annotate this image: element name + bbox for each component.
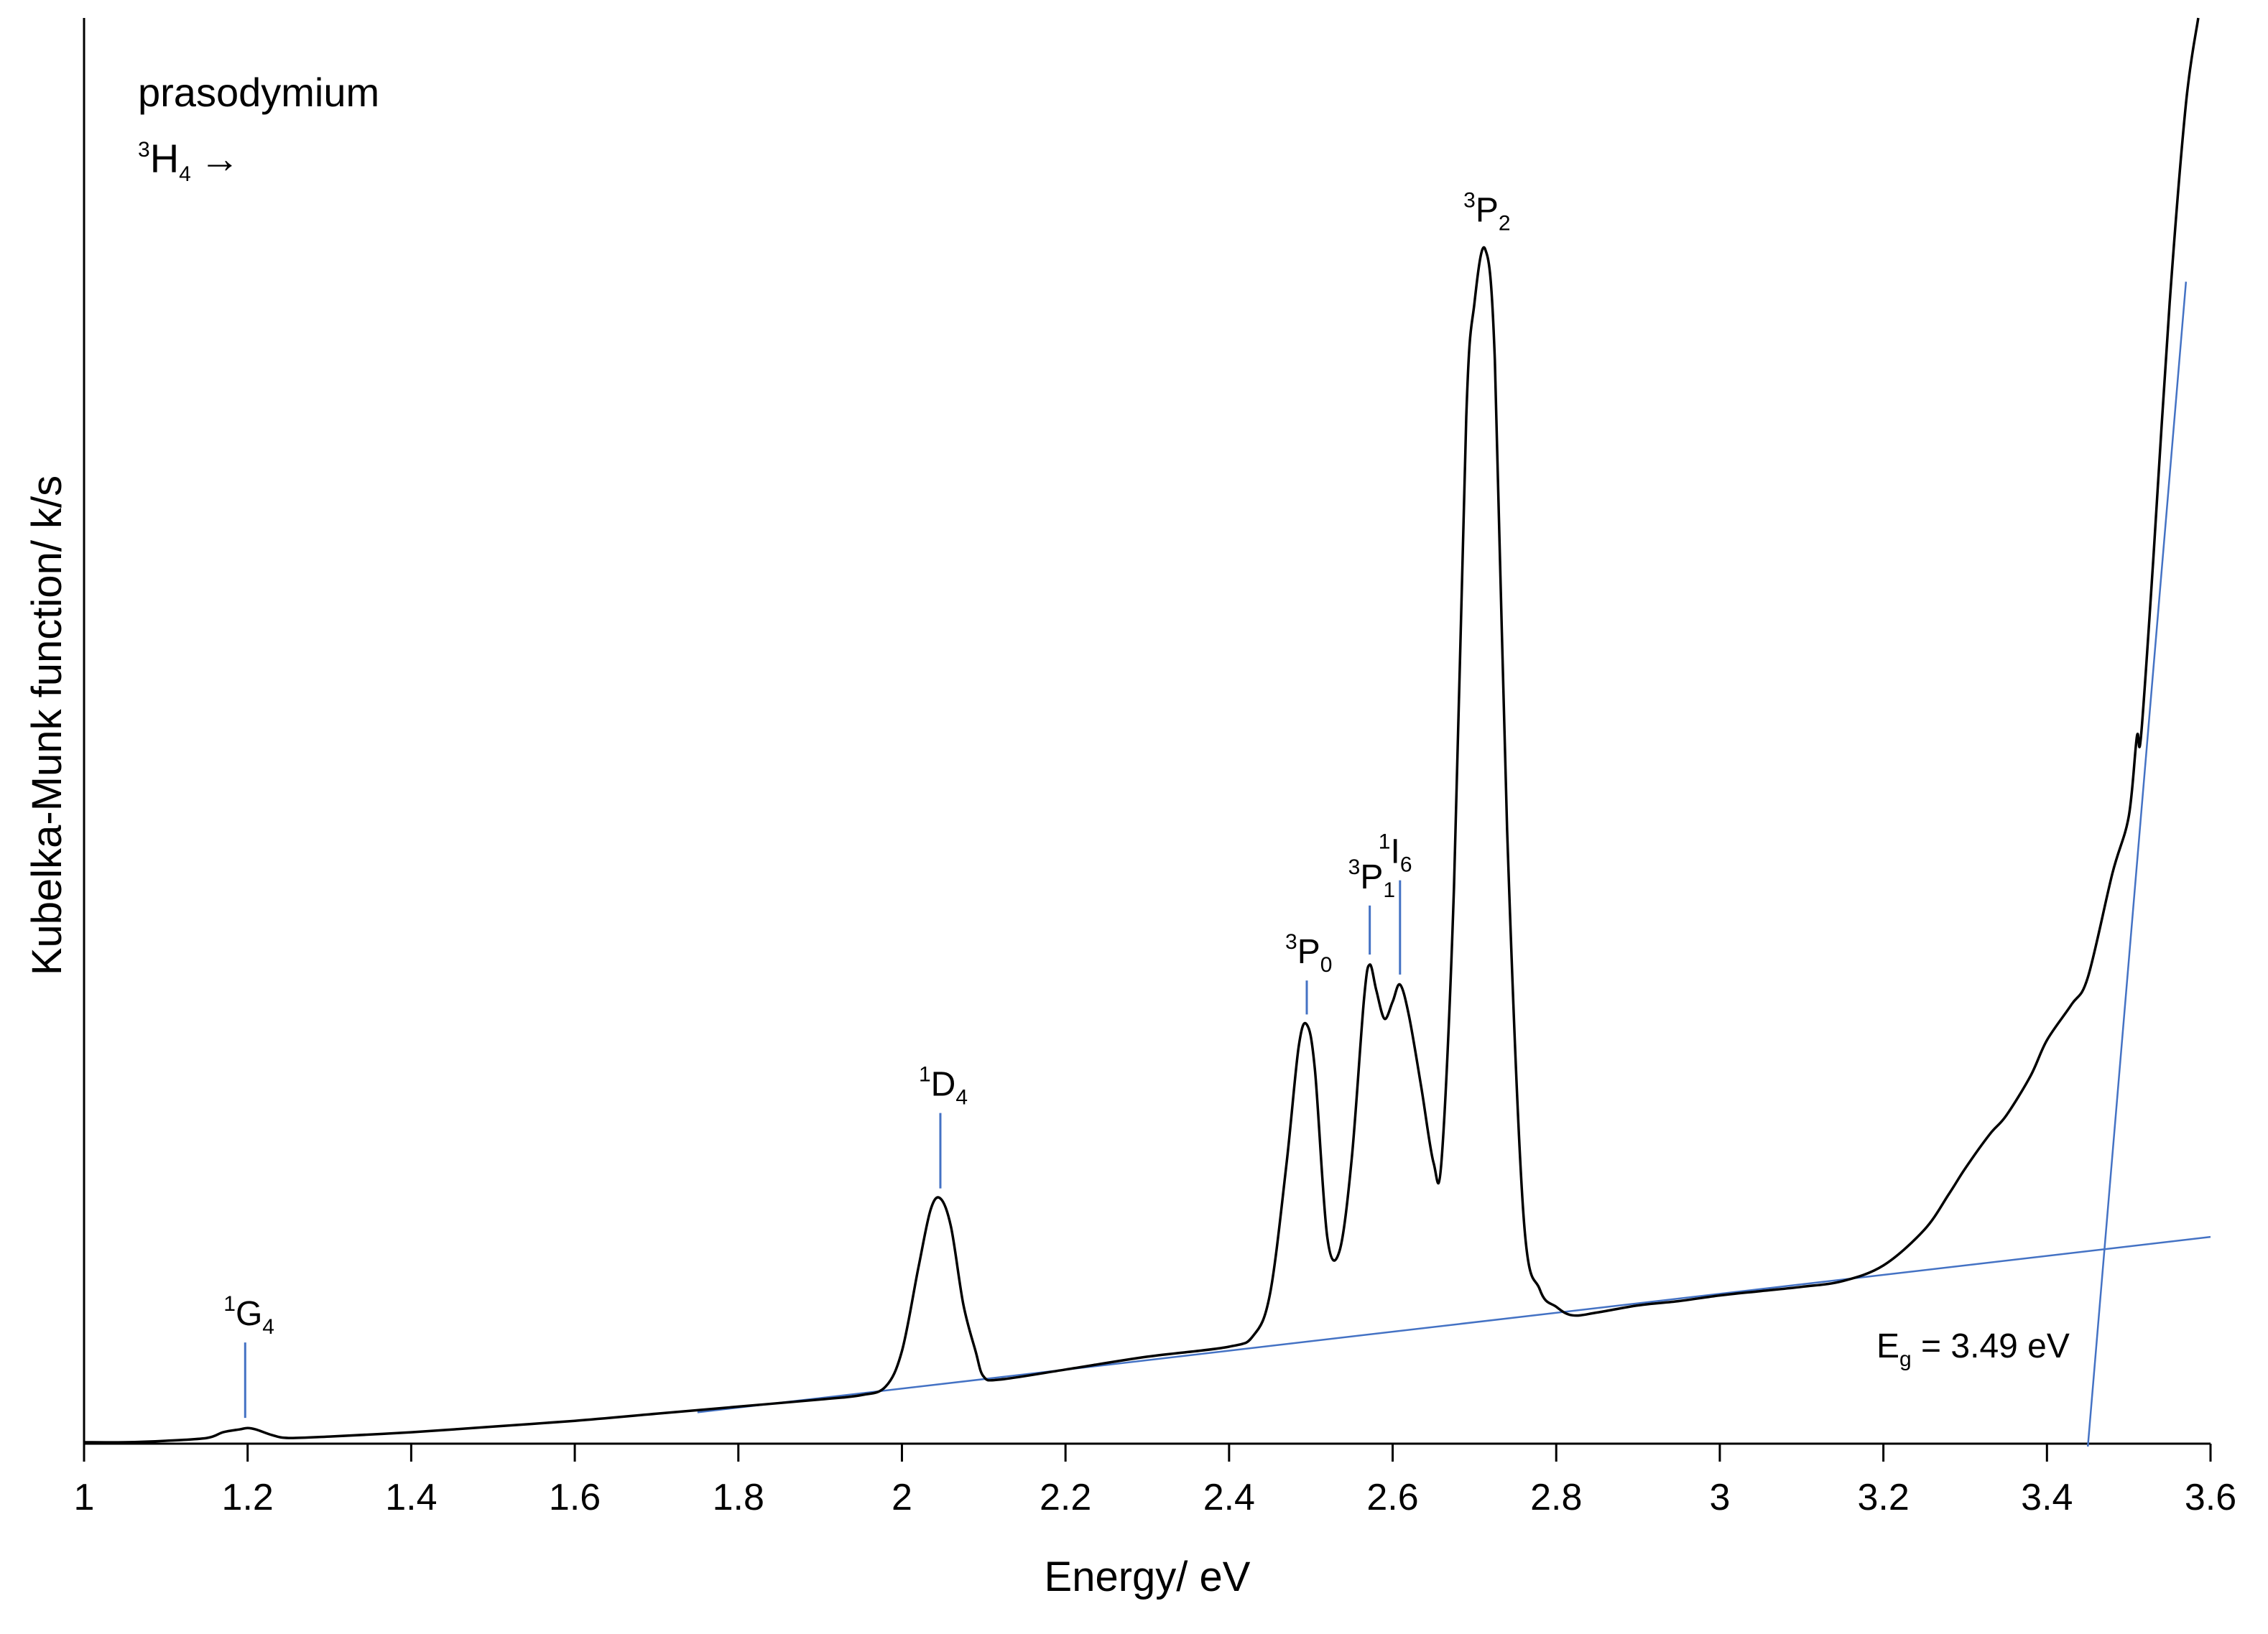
x-tick-label: 1 bbox=[74, 1477, 95, 1518]
ground-state-sub: 4 bbox=[179, 162, 191, 186]
x-tick-label: 2 bbox=[892, 1477, 912, 1518]
axes-layer: 1 1.2 1.4 1.6 1.8 2 2.2 2.4 2.6 2.8 3 3.2 3.4 3.6 bbox=[74, 18, 2236, 1518]
fit-line-2 bbox=[2086, 282, 2188, 1447]
x-tick-label: 3.2 bbox=[1857, 1477, 1909, 1518]
fit-lines-layer bbox=[697, 282, 2211, 1447]
ground-state-sup: 3 bbox=[138, 138, 150, 162]
x-tick-label: 1.8 bbox=[713, 1477, 764, 1518]
transition-label: 1D4 bbox=[919, 1063, 968, 1110]
x-tick-label: 2.6 bbox=[1366, 1477, 1418, 1518]
x-tick-label: 2.8 bbox=[1530, 1477, 1582, 1518]
series-layer bbox=[83, 17, 2200, 1444]
x-tick-label: 1.2 bbox=[222, 1477, 274, 1518]
y-axis-title: Kubelka-Munk function/ k/s bbox=[24, 475, 70, 975]
band-gap-sub: g bbox=[1899, 1347, 1912, 1371]
ground-state-arrow: → bbox=[200, 136, 240, 181]
x-tick-label: 1.4 bbox=[385, 1477, 437, 1518]
x-tick-label: 2.2 bbox=[1040, 1477, 1091, 1518]
transition-label: 1I6 bbox=[1379, 830, 1412, 877]
x-axis-title: Energy/ eV bbox=[1045, 1554, 1251, 1600]
transition-label: 3P2 bbox=[1463, 189, 1510, 236]
sample-label: prasodymium bbox=[138, 70, 379, 115]
ground-state-base: H bbox=[150, 136, 179, 181]
spectrum-line bbox=[83, 17, 2200, 1444]
fit-line-1 bbox=[697, 1235, 2211, 1413]
ground-state-label: 3H4 → bbox=[138, 136, 240, 186]
x-tick-label: 3 bbox=[1709, 1477, 1730, 1518]
transition-label: 3P0 bbox=[1285, 930, 1332, 977]
transition-label: 3P1 bbox=[1348, 855, 1395, 902]
x-tick-label: 3.6 bbox=[2185, 1477, 2236, 1518]
label-layer: Energy/ eV Kubelka-Munk function/ k/s pr… bbox=[24, 70, 2070, 1600]
x-tick-label: 2.4 bbox=[1203, 1477, 1255, 1518]
band-gap-label: Eg = 3.49 eV bbox=[1876, 1327, 2070, 1371]
band-gap-base: E bbox=[1876, 1327, 1899, 1365]
band-gap-value: = 3.49 eV bbox=[1912, 1327, 2070, 1365]
x-tick-label: 3.4 bbox=[2021, 1477, 2073, 1518]
transition-label: 1G4 bbox=[223, 1292, 274, 1339]
x-tick-label: 1.6 bbox=[549, 1477, 601, 1518]
